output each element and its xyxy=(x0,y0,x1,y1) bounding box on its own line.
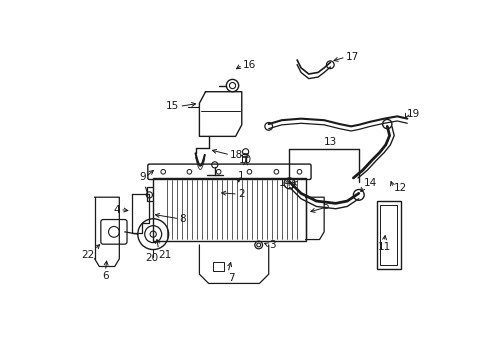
Text: 8: 8 xyxy=(179,214,185,224)
Text: 9: 9 xyxy=(139,172,145,182)
Text: 14: 14 xyxy=(278,178,291,188)
Text: 17: 17 xyxy=(345,52,358,62)
Text: 22: 22 xyxy=(81,249,95,260)
Bar xyxy=(376,201,400,269)
Text: 16: 16 xyxy=(242,60,255,70)
Text: 14: 14 xyxy=(364,178,377,188)
Text: 4: 4 xyxy=(113,204,120,215)
Bar xyxy=(213,262,224,271)
Text: 1: 1 xyxy=(238,171,244,181)
Text: 21: 21 xyxy=(158,249,171,260)
Text: 7: 7 xyxy=(227,273,234,283)
Text: 3: 3 xyxy=(268,240,275,250)
Text: 6: 6 xyxy=(102,271,108,281)
Bar xyxy=(153,178,305,241)
Text: 19: 19 xyxy=(407,109,420,119)
Bar xyxy=(380,205,396,265)
Text: 15: 15 xyxy=(166,101,179,111)
Text: 10: 10 xyxy=(239,155,252,165)
Text: 18: 18 xyxy=(230,150,243,160)
Text: 12: 12 xyxy=(393,183,406,193)
Text: 5: 5 xyxy=(322,202,328,211)
Text: 11: 11 xyxy=(377,242,390,252)
Text: 13: 13 xyxy=(323,137,336,147)
Text: 2: 2 xyxy=(238,189,244,199)
Text: 20: 20 xyxy=(145,253,158,263)
